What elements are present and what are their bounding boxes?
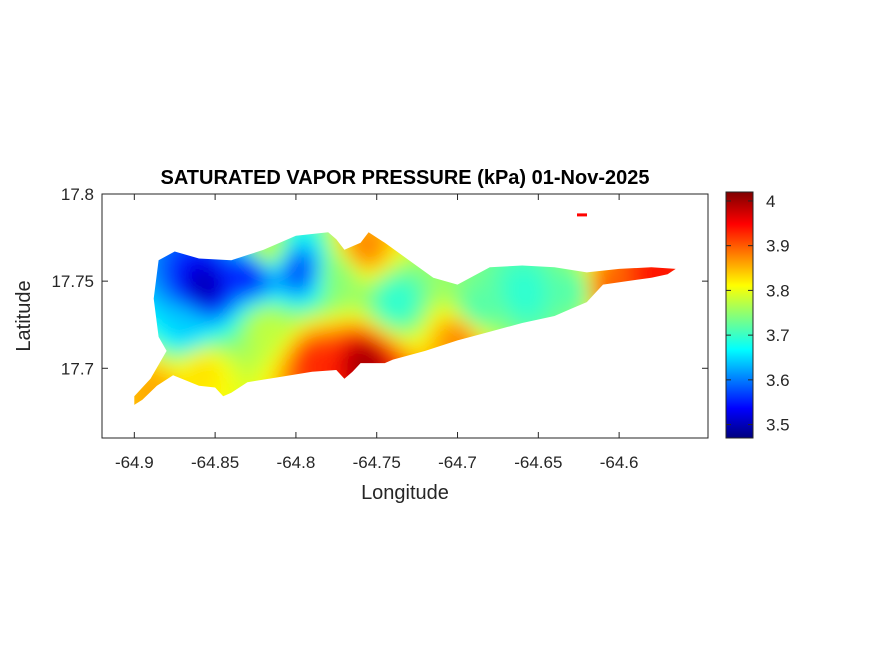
y-tick-label: 17.8 xyxy=(61,185,94,204)
colorbar-box xyxy=(725,191,754,439)
colorbar-tick-label: 3.5 xyxy=(766,416,790,435)
x-tick-label: -64.6 xyxy=(600,453,639,472)
y-tick-label: 17.7 xyxy=(61,359,94,378)
x-tick-label: -64.7 xyxy=(438,453,477,472)
islet-layer xyxy=(577,213,587,217)
colorbar-tick-label: 4 xyxy=(766,192,775,211)
colorbar-tick-label: 3.8 xyxy=(766,281,790,300)
islet-marker xyxy=(577,213,587,217)
axes-box xyxy=(101,193,709,439)
x-axis-label: Longitude xyxy=(361,482,449,504)
x-tick-label: -64.8 xyxy=(277,453,316,472)
chart-title: SATURATED VAPOR PRESSURE (kPa) 01-Nov-20… xyxy=(160,167,649,189)
y-axis-label: Latitude xyxy=(13,280,35,351)
y-axis: 17.8 17.75 17.7 xyxy=(51,185,708,378)
x-axis: -64.9 -64.85 -64.8 -64.75 -64.7 -64.65 -64.6 xyxy=(115,194,639,472)
plot-area xyxy=(101,193,709,439)
x-tick-label: -64.85 xyxy=(191,453,239,472)
x-tick-label: -64.75 xyxy=(353,453,401,472)
colorbar-tick-label: 3.6 xyxy=(766,371,790,390)
colorbar-tick-label: 3.7 xyxy=(766,326,790,345)
x-tick-label: -64.9 xyxy=(115,453,154,472)
colorbar: 4 3.9 3.8 3.7 3.6 3.5 xyxy=(725,191,790,439)
x-tick-label: -64.65 xyxy=(514,453,562,472)
colorbar-gradient xyxy=(726,192,753,438)
colorbar-tick-label: 3.9 xyxy=(766,237,790,256)
y-tick-label: 17.75 xyxy=(51,272,94,291)
